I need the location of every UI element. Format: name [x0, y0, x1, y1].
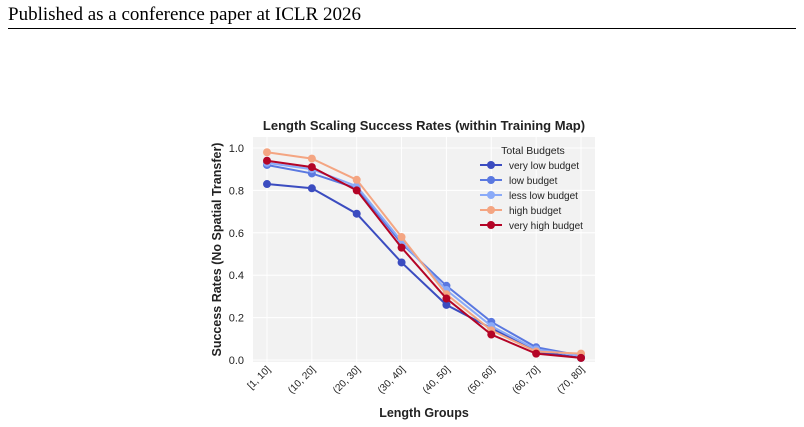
series-0-point	[307, 184, 316, 193]
series-3-point	[352, 175, 361, 184]
x-axis-label: Length Groups	[379, 406, 469, 420]
x-tick-label: (20, 30]	[331, 364, 363, 396]
series-4-point	[307, 163, 316, 172]
legend-swatch-marker-4	[487, 221, 495, 229]
x-tick-label: (30, 40]	[376, 364, 408, 396]
series-0-point	[397, 258, 406, 267]
x-tick-label: (50, 60]	[466, 364, 498, 396]
series-3-point	[307, 154, 316, 163]
series-4-point	[397, 243, 406, 252]
series-0-point	[352, 209, 361, 218]
y-axis-label: Success Rates (No Spatial Transfer)	[210, 143, 224, 357]
x-tick-label: (10, 20]	[286, 364, 318, 396]
legend-label: very high budget	[509, 221, 583, 232]
series-3-point	[397, 233, 406, 242]
series-4-point	[352, 186, 361, 195]
chart-title: Length Scaling Success Rates (within Tra…	[263, 118, 585, 133]
legend-label: very low budget	[509, 161, 579, 172]
series-4-point	[487, 330, 496, 339]
series-0-point	[263, 180, 271, 189]
x-tick-label: (40, 50]	[421, 364, 453, 396]
y-tick-label: 1.0	[229, 143, 244, 155]
legend-label: low budget	[509, 176, 558, 187]
legend-title: Total Budgets	[501, 145, 565, 157]
legend-label: less low budget	[509, 191, 578, 202]
x-tick-label: (60, 70]	[510, 364, 542, 396]
legend-swatch-marker-1	[487, 176, 495, 184]
y-tick-label: 0.6	[229, 228, 244, 240]
header-rule	[8, 28, 796, 29]
series-4-point	[442, 294, 451, 303]
series-4-point	[263, 156, 271, 165]
y-tick-label: 0.4	[229, 270, 244, 282]
y-tick-label: 0.2	[229, 313, 244, 325]
y-tick-label: 0.0	[229, 355, 244, 367]
legend-swatch-marker-0	[487, 161, 495, 169]
y-tick-label: 0.8	[229, 185, 244, 197]
x-tick-label: (70, 80]	[555, 364, 587, 396]
series-4-point	[532, 349, 541, 358]
series-line-3	[266, 151, 582, 355]
legend-swatch-marker-3	[487, 206, 495, 214]
page-header: Published as a conference paper at ICLR …	[8, 4, 361, 25]
legend-label: high budget	[509, 206, 561, 217]
series-line-4	[266, 159, 582, 359]
x-tick-label: [1, 10]	[246, 364, 274, 392]
series-0-point	[442, 300, 451, 309]
legend-swatch-marker-2	[487, 191, 495, 199]
series-3-point	[263, 148, 271, 157]
series-4-point	[577, 353, 585, 362]
